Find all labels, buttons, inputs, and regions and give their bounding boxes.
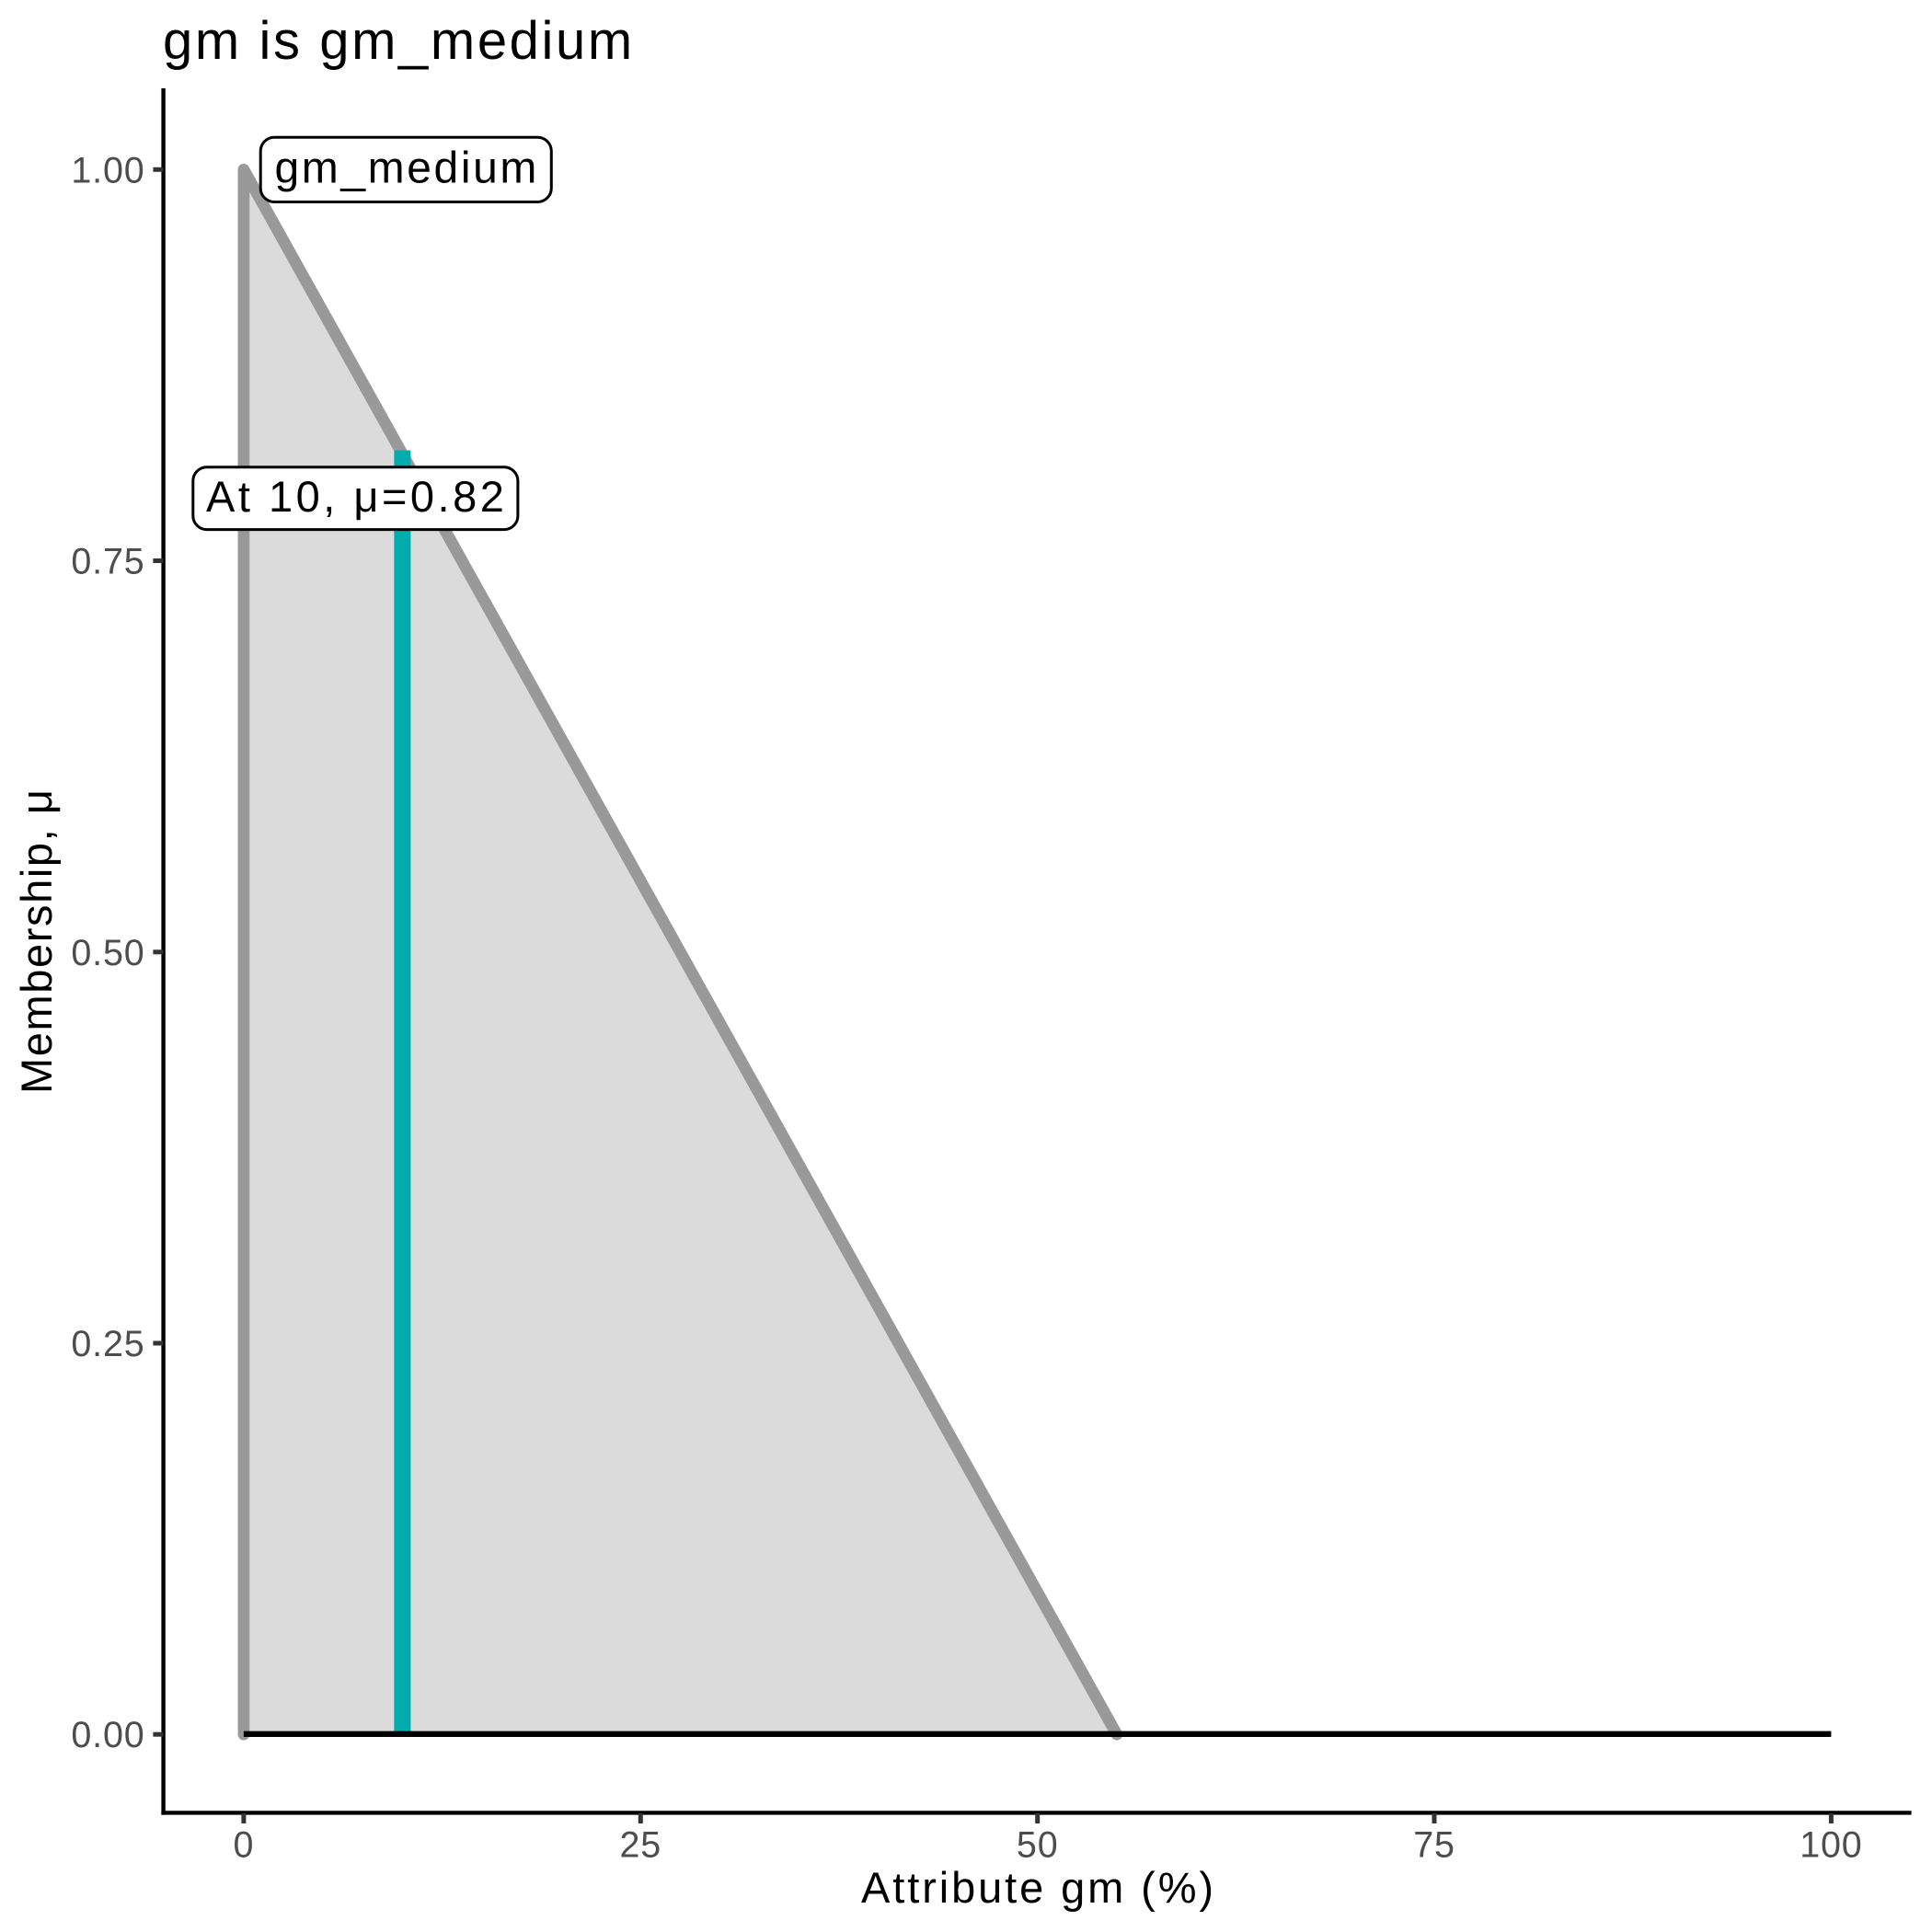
svg-text:75: 75 xyxy=(1413,1825,1455,1866)
svg-text:gm is gm_medium: gm is gm_medium xyxy=(163,11,635,71)
svg-text:25: 25 xyxy=(620,1825,662,1866)
svg-text:0: 0 xyxy=(234,1825,255,1866)
svg-text:50: 50 xyxy=(1017,1825,1059,1866)
svg-text:0.50: 0.50 xyxy=(71,933,144,973)
svg-text:Attribute gm (%): Attribute gm (%) xyxy=(861,1863,1216,1912)
svg-text:1.00: 1.00 xyxy=(71,150,144,190)
svg-text:gm_medium: gm_medium xyxy=(275,144,540,193)
svg-text:At 10, μ=0.82: At 10, μ=0.82 xyxy=(206,472,507,521)
svg-text:0.25: 0.25 xyxy=(71,1324,144,1364)
svg-text:0.00: 0.00 xyxy=(71,1715,144,1755)
svg-text:Membership, μ: Membership, μ xyxy=(12,788,61,1094)
svg-text:0.75: 0.75 xyxy=(71,542,144,582)
svg-text:100: 100 xyxy=(1800,1825,1862,1866)
